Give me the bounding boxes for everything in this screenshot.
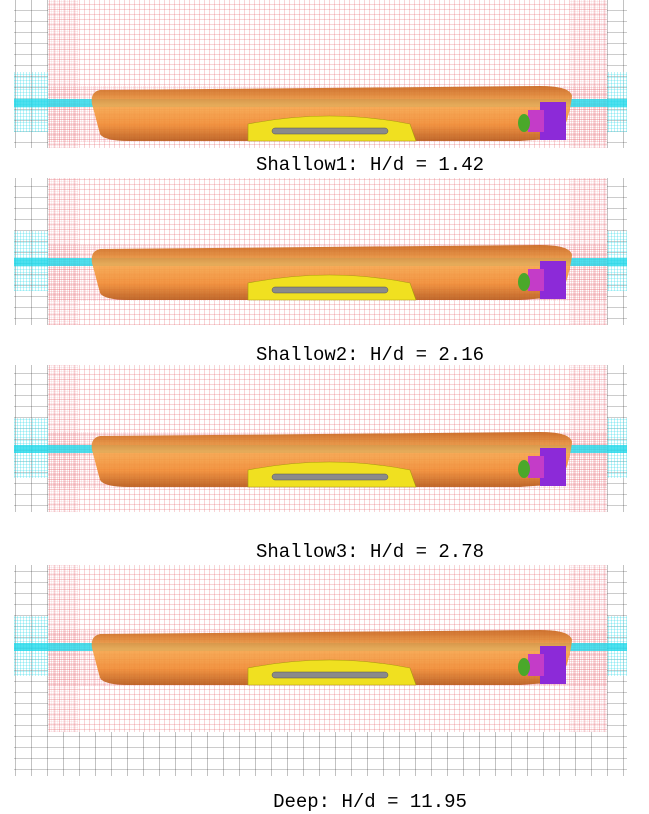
refined-grid-dense xyxy=(570,178,607,325)
propeller xyxy=(518,658,530,676)
propeller-hub xyxy=(528,654,544,676)
figure: Shallow1: H/d = 1.42 Shallow2: H/d = 2.16… xyxy=(0,0,649,814)
refined-grid-dense xyxy=(570,365,607,512)
mesh-panel: Shallow1: H/d = 1.42 xyxy=(14,0,627,176)
propeller-hub xyxy=(528,269,544,291)
propeller xyxy=(518,460,530,478)
propeller-hub xyxy=(528,456,544,478)
mesh-panel: Shallow2: H/d = 2.16 xyxy=(14,178,627,366)
panel-caption: Shallow3: H/d = 2.78 xyxy=(256,541,484,563)
panel-caption: Deep: H/d = 11.95 xyxy=(273,791,467,813)
propeller-hub xyxy=(528,110,544,132)
shaft xyxy=(272,672,388,678)
refined-grid-dense xyxy=(48,178,78,325)
panel-caption: Shallow2: H/d = 2.16 xyxy=(256,344,484,366)
panel-caption: Shallow1: H/d = 1.42 xyxy=(256,154,484,176)
shaft xyxy=(272,287,388,293)
shaft xyxy=(272,128,388,134)
mesh-panel: Deep: H/d = 11.95 xyxy=(14,565,627,813)
refined-grid-dense xyxy=(48,0,78,148)
refined-grid-dense xyxy=(570,0,607,148)
mesh-panel: Shallow3: H/d = 2.78 xyxy=(14,365,627,563)
propeller xyxy=(518,114,530,132)
shaft xyxy=(272,474,388,480)
propeller xyxy=(518,273,530,291)
refined-grid-dense xyxy=(48,365,78,512)
